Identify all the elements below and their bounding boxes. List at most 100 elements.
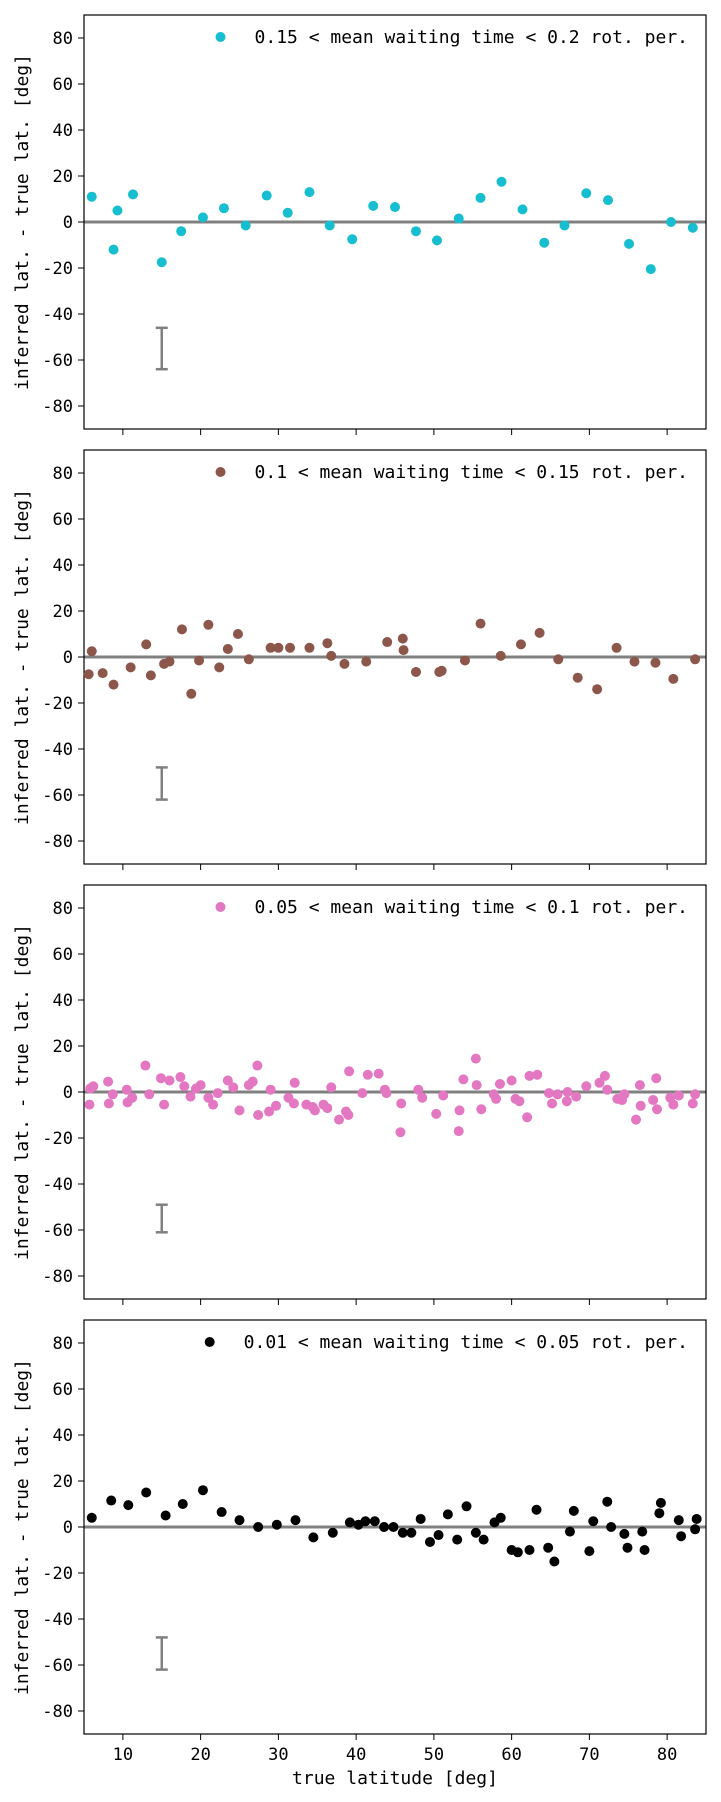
data-point: [470, 1527, 481, 1538]
y-tick-label: 40: [53, 556, 73, 576]
data-point: [308, 1532, 319, 1543]
y-axis-label: inferred lat. - true lat. [deg]: [12, 54, 33, 390]
data-point: [197, 212, 208, 223]
data-point: [373, 1068, 384, 1079]
data-point: [650, 657, 661, 668]
data-point: [127, 189, 138, 200]
data-point: [339, 658, 350, 669]
data-point: [458, 1074, 469, 1085]
chart-panel-3: -80 -60 -40 -20 0 20 40 60 80 inferred lat. - tru…: [12, 884, 707, 1305]
data-point: [344, 1517, 355, 1528]
y-tick-label: 80: [53, 1334, 73, 1354]
data-point: [410, 226, 421, 237]
y-tick-label: 80: [53, 899, 73, 919]
y-tick-label: 60: [53, 1380, 73, 1400]
data-point: [634, 1080, 645, 1091]
data-point: [97, 668, 108, 679]
data-point: [564, 1526, 575, 1537]
data-point: [388, 1522, 399, 1532]
legend-label: 0.01 < mean waiting time < 0.05 rot. per…: [244, 1332, 688, 1353]
y-axis-label: inferred lat. - true lat. [deg]: [12, 1359, 33, 1695]
y-tick-label: 80: [53, 464, 73, 484]
data-point: [347, 234, 358, 245]
data-point: [243, 654, 254, 665]
data-point: [648, 1095, 659, 1106]
data-point: [410, 666, 421, 677]
data-point: [514, 1096, 525, 1107]
data-point: [344, 1066, 355, 1077]
data-point: [103, 1076, 114, 1087]
data-point: [368, 200, 379, 211]
data-point: [179, 1081, 190, 1092]
x-tick-label: 80: [657, 1745, 677, 1765]
x-axis-label: true latitude [deg]: [292, 1768, 498, 1789]
data-point: [522, 1112, 533, 1123]
data-point: [326, 1082, 337, 1093]
data-point: [214, 662, 225, 673]
data-point: [494, 1078, 505, 1089]
data-point: [406, 1527, 417, 1538]
data-point: [624, 238, 635, 249]
data-point: [396, 1098, 407, 1109]
data-point: [654, 1508, 665, 1519]
data-point: [145, 670, 156, 681]
y-tick-label: -80: [42, 1267, 73, 1287]
data-point: [673, 1515, 684, 1526]
data-point: [690, 654, 701, 665]
data-point: [539, 237, 550, 248]
data-point: [572, 672, 583, 683]
data-point: [524, 1070, 535, 1081]
y-tick-label: 0: [63, 1083, 73, 1103]
data-point: [253, 1522, 264, 1532]
data-point: [506, 1075, 517, 1086]
data-point: [108, 679, 119, 690]
data-point: [398, 645, 409, 656]
data-point: [360, 1516, 371, 1527]
data-point: [668, 673, 679, 684]
data-point: [676, 1531, 687, 1542]
data-point: [453, 213, 464, 224]
data-point: [631, 1114, 642, 1125]
data-point: [218, 203, 229, 214]
data-point: [413, 1084, 424, 1095]
y-tick-label: 20: [53, 602, 73, 622]
data-point: [176, 624, 187, 635]
x-tick-label: 50: [424, 1745, 444, 1765]
y-tick-label: 0: [63, 213, 73, 233]
data-point: [252, 1060, 263, 1071]
y-axis-label: inferred lat. - true lat. [deg]: [12, 924, 33, 1260]
data-point: [622, 1542, 633, 1553]
data-point: [343, 1110, 354, 1120]
data-point: [381, 1088, 392, 1099]
data-point: [581, 188, 592, 199]
data-point: [309, 1105, 320, 1116]
data-point: [379, 1522, 390, 1532]
data-point: [524, 1545, 535, 1555]
data-point: [322, 638, 333, 649]
data-point: [290, 1515, 301, 1526]
data-point: [611, 642, 622, 653]
data-point: [668, 1099, 679, 1110]
chart-panel-1: -80 -60 -40 -20 0 20 40 60 80 inferred lat. - tru…: [12, 14, 707, 435]
y-tick-label: 60: [53, 945, 73, 965]
data-point: [304, 187, 315, 198]
data-point: [452, 1534, 463, 1545]
data-point: [395, 1127, 406, 1138]
data-point: [475, 618, 486, 629]
y-tick-label: 20: [53, 1472, 73, 1492]
y-tick-label: 0: [63, 1518, 73, 1538]
y-tick-label: 20: [53, 1037, 73, 1057]
data-point: [334, 1114, 345, 1125]
y-tick-label: -20: [42, 259, 73, 279]
data-point: [436, 665, 447, 676]
y-tick-label: -60: [42, 786, 73, 806]
y-tick-label: 60: [53, 75, 73, 95]
data-point: [431, 235, 442, 246]
data-point: [438, 1090, 449, 1101]
x-tick-label: 30: [268, 1745, 288, 1765]
data-point: [424, 1536, 435, 1547]
data-point: [107, 1089, 118, 1100]
y-tick-label: -20: [42, 1564, 73, 1584]
data-point: [141, 639, 152, 650]
data-point: [177, 1499, 188, 1509]
